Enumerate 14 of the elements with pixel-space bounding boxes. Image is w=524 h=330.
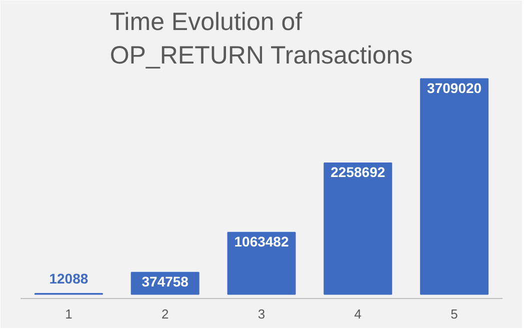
- data-label: 2258692: [330, 164, 386, 180]
- data-label: 3709020: [427, 80, 482, 96]
- data-label: 374758: [142, 273, 189, 290]
- x-tick-label: 4: [354, 306, 362, 322]
- bar: [227, 232, 296, 295]
- data-label: 1063482: [234, 233, 289, 250]
- bar: [420, 78, 489, 295]
- x-tick-label: 5: [450, 306, 458, 322]
- chart-title: Time Evolution of OP_RETURN Transactions: [110, 8, 413, 70]
- x-tick-label: 3: [258, 306, 266, 322]
- bar: [324, 162, 392, 295]
- x-tick-label: 2: [161, 306, 169, 322]
- data-label: 12088: [49, 270, 88, 286]
- x-tick-label: 1: [65, 306, 72, 322]
